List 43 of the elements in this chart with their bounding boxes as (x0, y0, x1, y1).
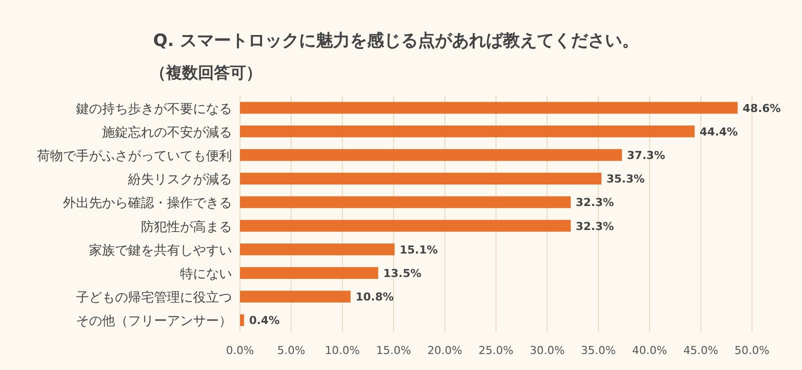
bar (240, 290, 351, 302)
bar (240, 196, 571, 208)
y-tick-label: 施錠忘れの不安が減る (102, 124, 232, 140)
data-label: 37.3% (626, 149, 666, 162)
bar (240, 172, 602, 184)
x-tick-label: 50.0% (734, 344, 770, 357)
data-label: 35.3% (606, 172, 645, 186)
bar (240, 267, 378, 279)
data-label: 32.3% (576, 196, 614, 210)
bar (240, 314, 244, 326)
x-tick-label: 15.0% (376, 344, 412, 357)
chart-title: Q. スマートロックに魅力を感じる点があれば教えてください。 (153, 31, 639, 51)
bar (240, 149, 622, 161)
x-tick-label: 20.0% (427, 344, 462, 357)
data-label: 13.5% (383, 267, 422, 280)
y-tick-label: 家族で鍵を共有しやすい (89, 242, 232, 258)
data-label: 10.8% (356, 290, 394, 304)
data-label: 15.1% (400, 243, 438, 256)
y-tick-label: 紛失リスクが減る (127, 172, 232, 188)
y-tick-label: 特にない (180, 267, 232, 282)
x-tick-label: 40.0% (632, 344, 668, 357)
x-tick-label: 35.0% (580, 344, 616, 357)
x-tick-label: 30.0% (530, 344, 565, 357)
y-tick-label: 外出先から確認・操作できる (63, 196, 232, 212)
bar (240, 102, 738, 114)
x-tick-label: 5.0% (277, 344, 306, 357)
x-tick-label: 45.0% (683, 344, 718, 357)
y-tick-label: 子どもの帰宅管理に役立つ (76, 290, 232, 306)
data-label: 32.3% (576, 220, 614, 233)
x-tick-label: 25.0% (478, 344, 514, 357)
chart-subtitle: （複数回答可） (150, 63, 262, 82)
x-tick-label: 0.0% (226, 344, 254, 357)
y-tick-label: その他（フリーアンサー） (76, 314, 232, 330)
data-label: 44.4% (700, 125, 738, 138)
bar (240, 244, 395, 256)
data-label: 0.4% (249, 314, 280, 328)
data-label: 48.6% (742, 102, 781, 115)
y-tick-label: 鍵の持ち歩きが不要になる (76, 102, 232, 117)
bar (240, 126, 695, 138)
x-tick-label: 10.0% (324, 344, 360, 357)
y-tick-label: 荷物で手がふさがっていても便利 (37, 149, 232, 164)
y-tick-label: 防犯性が高まる (141, 218, 232, 235)
bar (240, 220, 571, 232)
